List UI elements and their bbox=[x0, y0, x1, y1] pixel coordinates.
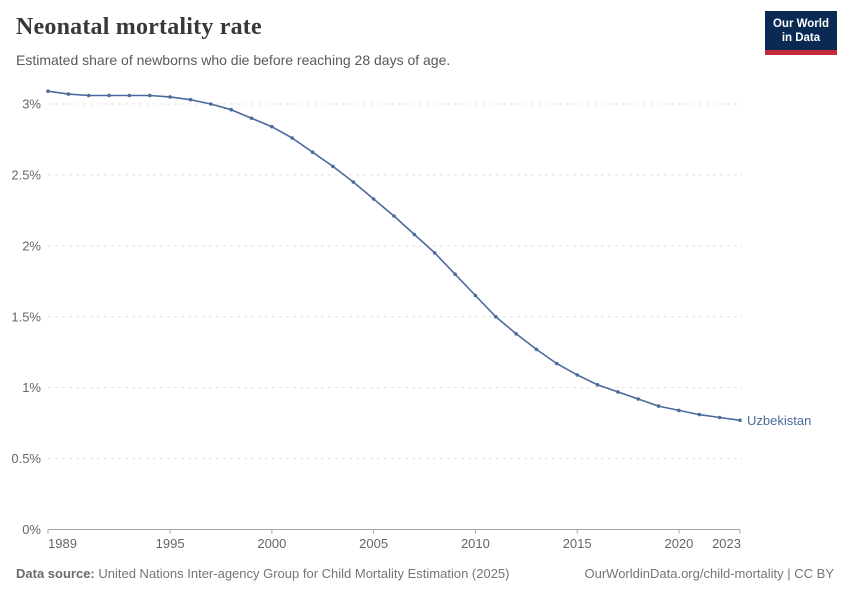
data-point bbox=[351, 180, 356, 184]
data-point bbox=[86, 93, 91, 98]
data-point bbox=[392, 214, 396, 218]
data-point bbox=[46, 89, 50, 93]
y-axis-tick-label: 1% bbox=[22, 380, 41, 395]
entity-label: Uzbekistan bbox=[747, 413, 811, 428]
y-axis-tick-label: 0% bbox=[22, 522, 41, 537]
data-point bbox=[636, 397, 640, 401]
x-axis-tick-label: 2015 bbox=[563, 536, 592, 551]
y-axis-tick-label: 3% bbox=[22, 97, 41, 112]
owid-logo-line2: in Data bbox=[781, 32, 821, 45]
data-point bbox=[331, 164, 335, 169]
data-point bbox=[412, 232, 417, 237]
data-source: Data source: United Nations Inter-agency… bbox=[16, 566, 510, 581]
data-point bbox=[595, 383, 600, 387]
data-point bbox=[677, 408, 681, 413]
chart-subtitle: Estimated share of newborns who die befo… bbox=[16, 52, 451, 68]
data-point bbox=[168, 95, 172, 99]
data-point bbox=[290, 136, 295, 140]
owid-logo: Our World in Data bbox=[764, 11, 837, 55]
x-axis-tick-label: 2010 bbox=[461, 536, 490, 551]
data-source-label: Data source: bbox=[16, 566, 95, 581]
data-point bbox=[249, 116, 254, 120]
data-point bbox=[738, 418, 742, 423]
page-title: Neonatal mortality rate bbox=[16, 14, 262, 40]
data-point bbox=[310, 150, 315, 154]
x-axis-tick-label: 2000 bbox=[257, 536, 286, 551]
x-axis-tick-label: 2005 bbox=[359, 536, 388, 551]
data-point bbox=[555, 361, 559, 366]
data-point bbox=[656, 404, 661, 408]
y-axis-tick-label: 1.5% bbox=[11, 309, 41, 324]
data-point bbox=[107, 93, 111, 98]
data-point bbox=[371, 197, 376, 201]
y-axis-tick-label: 0.5% bbox=[11, 451, 41, 466]
owid-logo-line1: Our World bbox=[772, 18, 829, 30]
data-point bbox=[494, 315, 498, 319]
data-point bbox=[127, 93, 132, 98]
x-axis-tick-label: 2023 bbox=[712, 536, 741, 551]
data-point bbox=[514, 332, 518, 336]
data-source-text: United Nations Inter-agency Group for Ch… bbox=[94, 566, 510, 581]
data-point bbox=[473, 293, 478, 298]
data-point bbox=[229, 107, 233, 112]
data-point bbox=[432, 251, 437, 255]
y-axis-tick-label: 2% bbox=[22, 238, 41, 253]
data-line bbox=[47, 90, 741, 422]
data-point bbox=[697, 412, 702, 417]
data-point bbox=[717, 415, 722, 420]
data-point bbox=[148, 93, 152, 98]
data-point bbox=[188, 97, 193, 102]
x-axis-tick-label: 1995 bbox=[156, 536, 185, 551]
data-point bbox=[270, 124, 274, 129]
data-point bbox=[534, 347, 539, 352]
chart-footer: Data source: United Nations Inter-agency… bbox=[16, 566, 834, 581]
data-point bbox=[209, 102, 213, 106]
data-point bbox=[575, 373, 579, 377]
attribution-link: OurWorldinData.org/child-mortality | CC … bbox=[584, 566, 835, 581]
data-point bbox=[616, 390, 620, 394]
x-axis-tick-label: 2020 bbox=[664, 536, 693, 551]
data-point bbox=[453, 272, 457, 277]
x-axis-tick-label: 1989 bbox=[48, 536, 77, 551]
data-point bbox=[66, 92, 71, 96]
y-axis-tick-label: 2.5% bbox=[11, 167, 41, 182]
